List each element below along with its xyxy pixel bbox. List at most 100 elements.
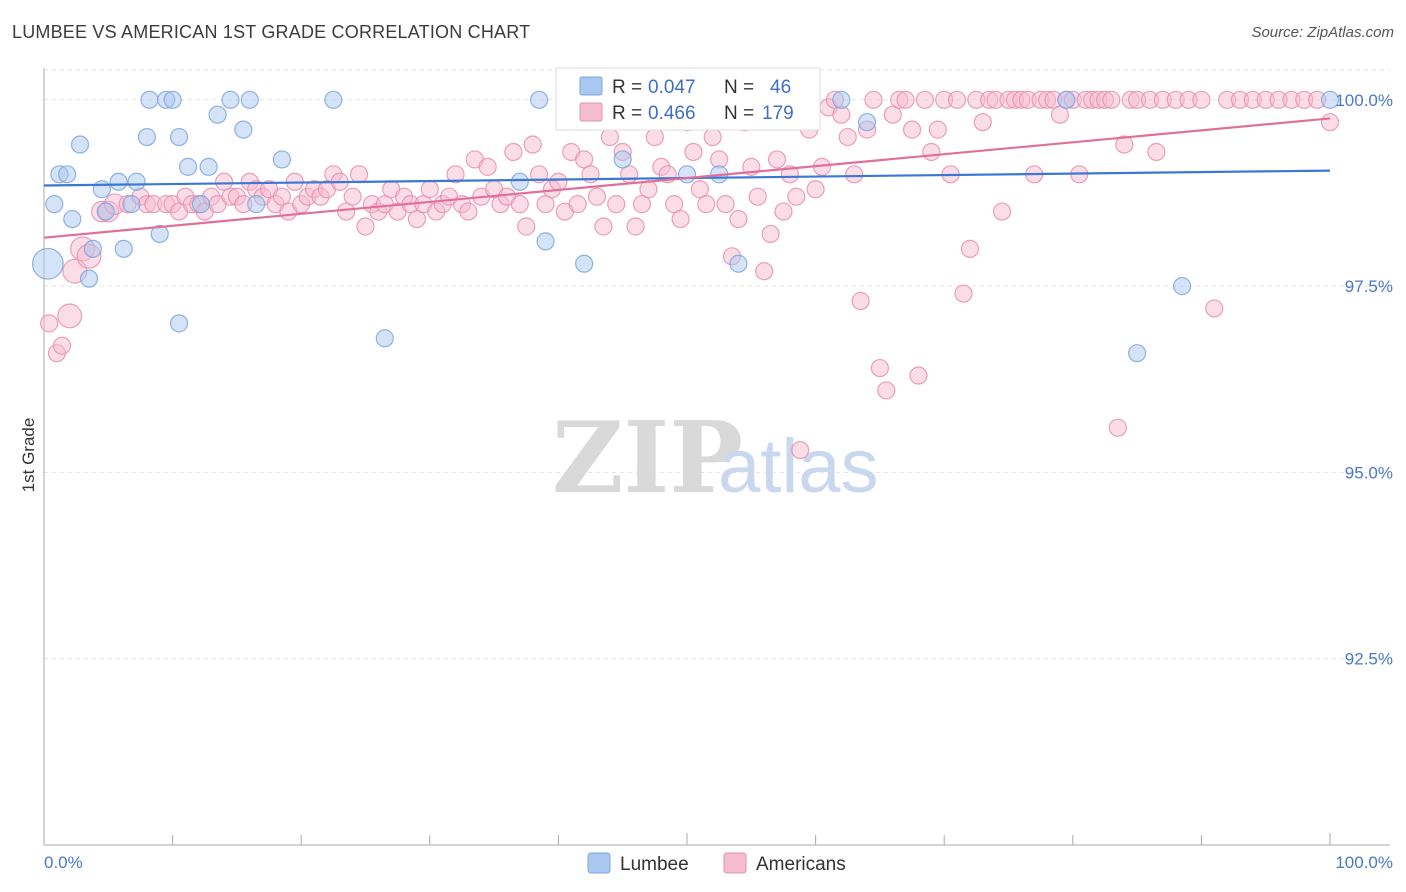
data-point bbox=[169, 314, 189, 333]
data-point bbox=[851, 291, 870, 311]
data-point bbox=[626, 217, 645, 236]
x-tick-label: 0.0% bbox=[44, 853, 83, 872]
data-point bbox=[1102, 90, 1121, 109]
series-swatch-americans bbox=[723, 852, 747, 874]
data-point bbox=[806, 180, 825, 199]
series-lumbee bbox=[31, 90, 1340, 363]
data-point bbox=[1115, 135, 1134, 154]
data-point bbox=[1192, 90, 1211, 109]
data-point bbox=[52, 336, 72, 355]
data-point bbox=[1320, 113, 1340, 132]
data-point bbox=[928, 120, 947, 139]
data-point bbox=[748, 187, 767, 206]
legend-n-value: 46 bbox=[770, 77, 791, 98]
data-point bbox=[83, 239, 102, 258]
data-point bbox=[150, 224, 169, 244]
y-tick-labels: 92.5% 95.0% 97.5% 100.0% bbox=[1335, 91, 1393, 669]
data-point bbox=[234, 120, 253, 139]
data-point bbox=[877, 381, 896, 400]
data-point bbox=[954, 284, 973, 303]
data-point bbox=[530, 90, 549, 109]
legend-r-value: 0.466 bbox=[648, 103, 696, 124]
x-tick-label: 100.0% bbox=[1335, 853, 1393, 872]
data-point bbox=[459, 202, 478, 221]
data-point bbox=[568, 195, 587, 214]
data-point bbox=[58, 165, 77, 184]
data-point bbox=[870, 358, 890, 378]
data-point bbox=[594, 217, 613, 236]
data-point bbox=[40, 314, 59, 333]
data-point bbox=[774, 202, 793, 221]
data-point bbox=[1108, 418, 1127, 437]
data-point bbox=[109, 172, 128, 191]
data-point bbox=[767, 150, 787, 169]
data-point bbox=[191, 195, 210, 214]
source-credit: Source: ZipAtlas.com bbox=[1251, 24, 1394, 41]
data-point bbox=[915, 90, 935, 109]
legend-r-label: R = bbox=[612, 103, 642, 124]
data-point bbox=[530, 165, 549, 184]
data-point bbox=[510, 172, 529, 191]
series-label-americans: Americans bbox=[756, 854, 846, 875]
data-point bbox=[1205, 299, 1224, 318]
data-point bbox=[446, 165, 465, 184]
data-point bbox=[92, 180, 111, 199]
data-point bbox=[684, 142, 703, 162]
data-point bbox=[510, 195, 529, 214]
data-point bbox=[127, 172, 146, 191]
data-point bbox=[1320, 90, 1340, 109]
series-americans bbox=[40, 90, 1340, 460]
data-point bbox=[272, 150, 292, 169]
data-point bbox=[992, 202, 1012, 221]
data-point bbox=[677, 165, 697, 184]
data-point bbox=[420, 180, 439, 199]
data-point bbox=[845, 165, 864, 184]
data-point bbox=[838, 127, 857, 147]
data-point bbox=[864, 90, 883, 109]
data-point bbox=[199, 157, 218, 176]
watermark-zip: ZIP bbox=[552, 401, 743, 516]
legend-n-label: N = bbox=[724, 103, 754, 124]
data-point bbox=[240, 90, 259, 109]
axes bbox=[43, 68, 1390, 846]
data-points bbox=[31, 90, 1340, 460]
data-point bbox=[857, 113, 877, 132]
data-point bbox=[79, 269, 99, 288]
legend-swatch-americans bbox=[579, 102, 603, 122]
data-point bbox=[140, 90, 159, 109]
data-point bbox=[70, 135, 90, 154]
data-point bbox=[755, 262, 774, 281]
data-point bbox=[169, 127, 189, 147]
data-point bbox=[375, 329, 394, 348]
data-point bbox=[645, 127, 664, 147]
data-point bbox=[780, 165, 799, 184]
data-point bbox=[607, 195, 626, 214]
data-point bbox=[791, 440, 810, 460]
data-point bbox=[356, 217, 375, 236]
data-point bbox=[787, 187, 806, 206]
data-point bbox=[63, 209, 82, 229]
data-point bbox=[697, 195, 716, 214]
data-point bbox=[716, 195, 735, 214]
series-swatch-lumbee bbox=[587, 852, 611, 874]
data-point bbox=[832, 90, 851, 109]
data-point bbox=[163, 90, 182, 109]
data-point bbox=[517, 217, 536, 236]
x-tick-labels: 0.0% 100.0% bbox=[44, 853, 1393, 872]
data-point bbox=[575, 254, 594, 273]
data-point bbox=[31, 247, 64, 280]
data-point bbox=[922, 142, 941, 162]
y-axis-label: 1st Grade bbox=[19, 418, 38, 493]
legend-n-label: N = bbox=[724, 77, 754, 98]
data-point bbox=[613, 150, 632, 169]
data-point bbox=[504, 142, 523, 162]
watermark: ZIP atlas bbox=[552, 401, 879, 516]
data-point bbox=[761, 224, 780, 244]
data-point bbox=[1057, 90, 1076, 109]
data-point bbox=[137, 127, 156, 147]
legend-n-value: 179 bbox=[762, 103, 794, 124]
data-point bbox=[45, 195, 64, 214]
y-tick-label: 97.5% bbox=[1345, 277, 1393, 296]
data-point bbox=[536, 232, 555, 251]
data-point bbox=[1127, 344, 1147, 363]
